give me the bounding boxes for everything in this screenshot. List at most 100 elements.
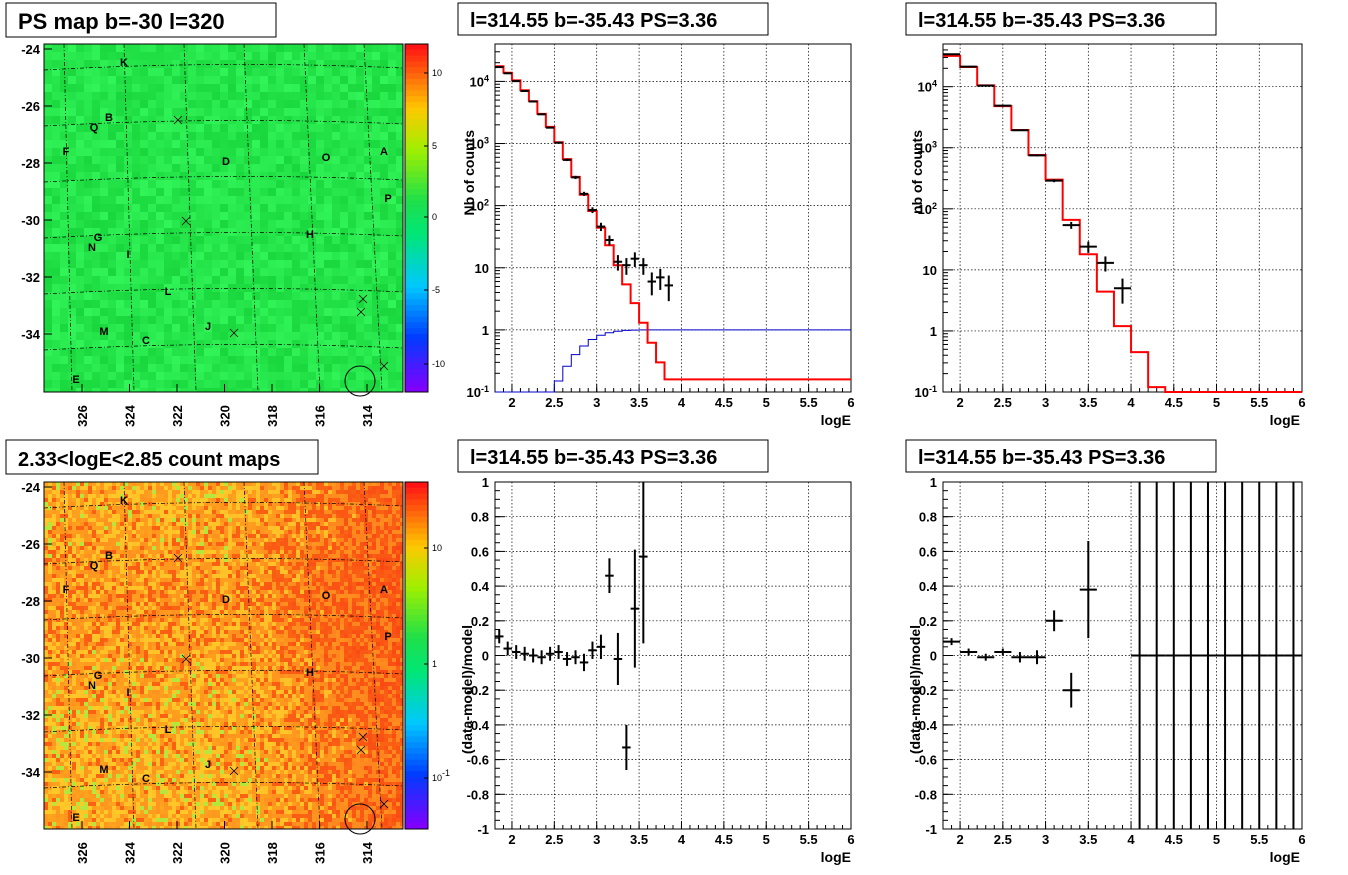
heatmap-cell <box>212 108 220 116</box>
heatmap-cell <box>320 562 324 566</box>
heatmap-cell <box>348 180 356 188</box>
heatmap-cell <box>296 570 300 574</box>
heatmap-cell <box>220 68 228 76</box>
longitude-grid-line <box>123 43 135 393</box>
heatmap-cell <box>324 574 328 578</box>
heatmap-cell <box>216 538 220 542</box>
heatmap-cell <box>348 260 356 268</box>
heatmap-cell <box>188 188 196 196</box>
heatmap-cell <box>180 586 184 590</box>
heatmap-cell <box>96 490 100 494</box>
heatmap-cell <box>124 140 132 148</box>
heatmap-cell <box>260 76 268 84</box>
heatmap-cell <box>184 598 188 602</box>
heatmap-cell <box>292 590 296 594</box>
heatmap-cell <box>288 554 292 558</box>
heatmap-cell <box>44 590 48 594</box>
heatmap-cell <box>256 582 260 586</box>
y-tick-label: -24 <box>21 42 41 57</box>
heatmap-cell <box>388 252 396 260</box>
heatmap-cell <box>356 60 364 68</box>
heatmap-cell <box>196 332 204 340</box>
heatmap-cell <box>176 526 180 530</box>
heatmap-cell <box>356 550 360 554</box>
heatmap-cell <box>92 594 96 598</box>
heatmap-cell <box>176 486 180 490</box>
heatmap-cell <box>132 550 136 554</box>
heatmap-cell <box>316 574 320 578</box>
heatmap-cell <box>304 494 308 498</box>
heatmap-cell <box>288 518 292 522</box>
heatmap-cell <box>300 602 304 606</box>
heatmap-cell <box>204 372 212 380</box>
heatmap-cell <box>236 506 240 510</box>
heatmap-cell <box>128 542 132 546</box>
heatmap-cell <box>68 308 76 316</box>
heatmap-cell <box>340 554 344 558</box>
heatmap-cell <box>128 514 132 518</box>
heatmap-cell <box>120 494 124 498</box>
heatmap-cell <box>148 340 156 348</box>
heatmap-cell <box>208 542 212 546</box>
heatmap-cell <box>340 100 348 108</box>
heatmap-cell <box>300 530 304 534</box>
heatmap-cell <box>372 44 380 52</box>
heatmap-cell <box>284 212 292 220</box>
heatmap-cell <box>316 502 320 506</box>
heatmap-cell <box>212 52 220 60</box>
heatmap-cell <box>68 558 72 562</box>
heatmap-cell <box>340 76 348 84</box>
heatmap-cell <box>236 550 240 554</box>
heatmap-cell <box>184 582 188 586</box>
heatmap-cell <box>312 542 316 546</box>
heatmap-cell <box>260 558 264 562</box>
heatmap-cell <box>60 606 64 610</box>
heatmap-cell <box>48 494 52 498</box>
heatmap-cell <box>248 490 252 494</box>
heatmap-cell <box>64 594 68 598</box>
heatmap-cell <box>136 538 140 542</box>
heatmap-cell <box>228 570 232 574</box>
heatmap-cell <box>300 594 304 598</box>
heatmap-cell <box>396 594 400 598</box>
heatmap-cell <box>116 44 124 52</box>
heatmap-cell <box>316 594 320 598</box>
heatmap-cell <box>236 268 244 276</box>
heatmap-cell <box>140 546 144 550</box>
latitude-grid-line <box>43 288 404 295</box>
heatmap-cell <box>60 380 68 388</box>
colorbar-segment <box>405 189 428 196</box>
heatmap-cell <box>168 490 172 494</box>
heatmap-cell <box>372 546 376 550</box>
heatmap-cell <box>304 506 308 510</box>
heatmap-cell <box>60 100 68 108</box>
heatmap-cell <box>236 52 244 60</box>
heatmap-cell <box>76 300 84 308</box>
heatmap-cell <box>108 602 112 606</box>
heatmap-cell <box>68 570 72 574</box>
heatmap-cell <box>212 92 220 100</box>
heatmap-cell <box>332 550 336 554</box>
heatmap-cell <box>88 526 92 530</box>
heatmap-cell <box>108 188 116 196</box>
heatmap-cell <box>80 582 84 586</box>
heatmap-cell <box>128 486 132 490</box>
heatmap-cell <box>276 76 284 84</box>
heatmap-cell <box>100 172 108 180</box>
heatmap-cell <box>304 574 308 578</box>
heatmap-cell <box>156 558 160 562</box>
heatmap-cell <box>220 570 224 574</box>
heatmap-cell <box>244 502 248 506</box>
heatmap-cell <box>220 148 228 156</box>
heatmap-cell <box>124 340 132 348</box>
heatmap-cell <box>136 602 140 606</box>
heatmap-cell <box>124 188 132 196</box>
heatmap-cell <box>116 60 124 68</box>
heatmap-cell <box>340 140 348 148</box>
colorbar-tick-label: 5 <box>432 141 437 151</box>
heatmap-cell <box>240 518 244 522</box>
heatmap-cell <box>164 598 168 602</box>
heatmap-cell <box>120 514 124 518</box>
heatmap-cell <box>260 172 268 180</box>
heatmap-cell <box>180 506 184 510</box>
